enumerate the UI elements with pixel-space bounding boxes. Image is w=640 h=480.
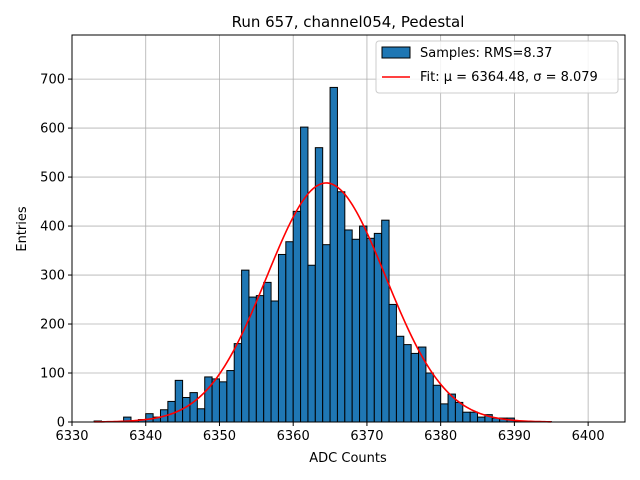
histogram-bar xyxy=(292,210,302,423)
histogram-bar xyxy=(336,191,346,423)
legend-label-samples: Samples: RMS=8.37 xyxy=(420,46,552,61)
x-tick-label: 6380 xyxy=(424,429,457,444)
histogram-bar xyxy=(388,303,397,423)
x-axis-label: ADC Counts xyxy=(309,451,387,466)
legend: Samples: RMS=8.37 Fit: μ = 6364.48, σ = … xyxy=(375,40,619,94)
histogram-bar xyxy=(196,408,206,423)
histogram-bar xyxy=(226,370,235,423)
histogram-bar xyxy=(425,372,434,423)
y-tick-label: 700 xyxy=(40,73,65,88)
histogram-bar xyxy=(233,343,243,423)
x-tick-label: 6330 xyxy=(55,429,88,444)
legend-swatch-samples xyxy=(381,46,411,59)
x-tick-label: 6390 xyxy=(498,429,531,444)
legend-box xyxy=(375,40,619,94)
y-tick-label: 0 xyxy=(57,416,65,431)
histogram-bar xyxy=(395,335,405,423)
histogram-bar xyxy=(218,381,228,423)
histogram-bar xyxy=(432,384,442,423)
x-tick-label: 6340 xyxy=(129,429,162,444)
y-tick-label: 100 xyxy=(40,367,65,382)
histogram-bar xyxy=(469,411,479,423)
x-tick-label: 6400 xyxy=(572,429,605,444)
histogram-bar xyxy=(373,232,383,423)
histogram-bar xyxy=(344,229,353,423)
y-axis-label: Entries xyxy=(15,206,30,252)
histogram-bar xyxy=(277,253,287,423)
histogram-bar xyxy=(189,392,198,423)
histogram-bar xyxy=(241,269,250,423)
histogram-bar xyxy=(440,403,449,423)
legend-label-fit: Fit: μ = 6364.48, σ = 8.079 xyxy=(420,70,598,85)
histogram-bar xyxy=(145,413,154,423)
histogram-bar xyxy=(410,352,420,423)
histogram-bar xyxy=(285,241,294,423)
histogram-bar xyxy=(211,378,220,423)
y-tick-label: 200 xyxy=(40,318,65,333)
histogram-bar xyxy=(477,416,486,423)
histogram-bar xyxy=(381,219,390,423)
histogram-bar xyxy=(270,300,279,423)
histogram-bar xyxy=(263,281,272,423)
chart-title: Run 657, channel054, Pedestal xyxy=(232,13,465,31)
histogram-bar xyxy=(174,379,184,423)
histogram-bar xyxy=(351,238,361,423)
histogram-bar xyxy=(255,295,265,423)
x-tick-label: 6370 xyxy=(350,429,383,444)
histogram-bar xyxy=(307,264,316,423)
y-tick-label: 300 xyxy=(40,269,65,284)
histogram-bar xyxy=(366,237,375,423)
histogram-bar xyxy=(167,400,176,423)
histogram-bar xyxy=(462,411,471,423)
histogram-bar xyxy=(182,397,191,423)
histogram-bar xyxy=(403,344,412,423)
histogram-bar xyxy=(300,126,309,423)
fit-curve xyxy=(94,182,552,423)
y-tick-label: 500 xyxy=(40,171,65,186)
histogram-bar xyxy=(204,376,213,423)
x-tick-label: 6360 xyxy=(277,429,310,444)
histogram-bar xyxy=(329,86,338,423)
y-tick-label: 400 xyxy=(40,220,65,235)
plot-frame xyxy=(71,34,626,423)
y-axis-ticks: 0 100 200 300 400 500 600 700 xyxy=(40,73,72,431)
histogram-bar xyxy=(314,147,324,423)
histogram-bars xyxy=(93,86,552,423)
y-tick-label: 600 xyxy=(40,122,65,137)
x-axis-ticks: 6330 6340 6350 6360 6370 6380 6390 6400 xyxy=(55,422,605,444)
histogram-bar xyxy=(359,225,368,423)
x-tick-label: 6350 xyxy=(203,429,236,444)
histogram-bar xyxy=(322,244,331,423)
histogram-bar xyxy=(454,401,464,423)
